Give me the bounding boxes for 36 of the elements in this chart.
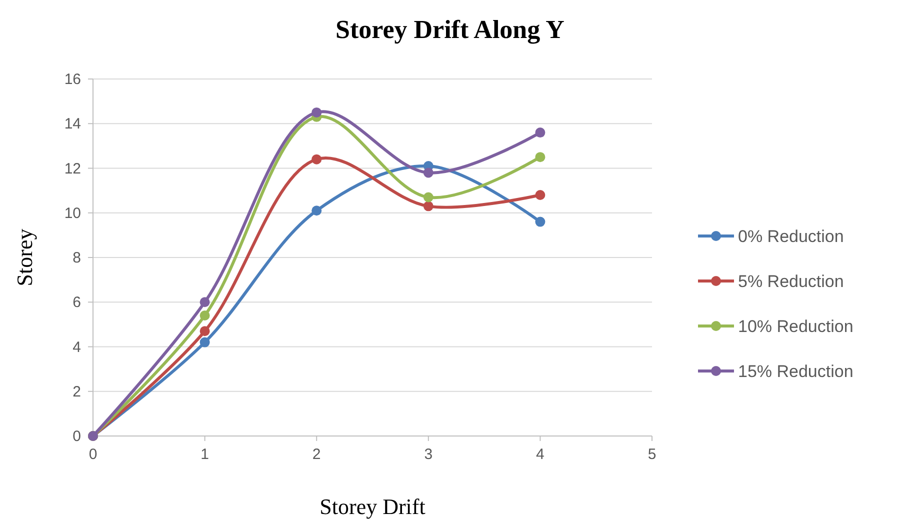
y-tick-label: 4 xyxy=(72,338,81,356)
legend-label: 5% Reduction xyxy=(738,272,844,291)
point xyxy=(423,192,434,202)
point xyxy=(312,206,322,216)
point xyxy=(312,107,322,118)
x-axis-title: Storey Drift xyxy=(320,494,426,519)
x-tick-label: 0 xyxy=(88,446,98,463)
legend-label: 15% Reduction xyxy=(738,362,854,381)
y-tick-label: 8 xyxy=(72,250,81,266)
point xyxy=(200,310,210,321)
y-tick-label: 16 xyxy=(64,71,81,88)
chart-title: Storey Drift Along Y xyxy=(336,15,565,44)
point xyxy=(200,297,210,308)
point xyxy=(423,168,434,178)
x-tick-label: 4 xyxy=(536,446,544,463)
x-tick-label: 5 xyxy=(648,446,656,463)
point xyxy=(200,326,210,336)
point xyxy=(535,216,546,227)
y-axis-title: Storey xyxy=(12,228,37,286)
point xyxy=(535,152,546,162)
y-tick-label: 6 xyxy=(72,294,81,312)
point xyxy=(312,154,322,164)
y-tick-label: 2 xyxy=(72,383,81,400)
y-tick-label: 12 xyxy=(64,160,81,178)
y-tick-label: 0 xyxy=(72,428,81,445)
x-tick-label: 2 xyxy=(312,446,321,463)
point xyxy=(535,128,546,138)
x-tick-label: 1 xyxy=(200,446,209,463)
y-tick-label: 14 xyxy=(64,116,81,133)
x-tick-label: 3 xyxy=(424,446,433,463)
point xyxy=(535,190,546,200)
point xyxy=(200,337,210,348)
legend-label: 0% Reduction xyxy=(738,227,844,246)
point xyxy=(423,201,434,212)
y-tick-label: 10 xyxy=(64,204,81,222)
legend-label: 10% Reduction xyxy=(738,317,854,336)
